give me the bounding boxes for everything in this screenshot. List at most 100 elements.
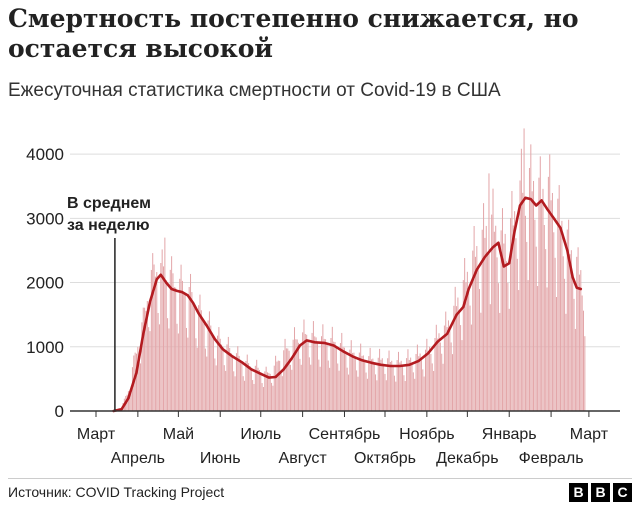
daily-bar: [519, 180, 521, 411]
daily-bar: [542, 188, 544, 411]
daily-bar: [430, 353, 432, 411]
daily-bar: [250, 368, 252, 411]
daily-bar: [561, 220, 563, 411]
daily-bar: [404, 381, 406, 411]
daily-bar: [311, 332, 313, 411]
chart-title: Смертность постепенно снижается, но оста…: [8, 4, 579, 63]
daily-bar: [474, 256, 476, 411]
daily-bar: [523, 128, 525, 412]
daily-bar: [239, 359, 241, 411]
daily-bar: [253, 383, 255, 411]
daily-bar: [235, 353, 237, 411]
daily-bar: [479, 288, 481, 411]
daily-bar: [528, 167, 530, 411]
daily-bar: [541, 200, 543, 411]
daily-bar: [127, 391, 129, 411]
daily-bar: [241, 362, 243, 411]
daily-bar: [308, 357, 310, 411]
daily-bar: [284, 338, 286, 411]
daily-bar: [407, 349, 409, 411]
daily-bar: [495, 225, 497, 411]
daily-bar: [321, 336, 323, 411]
daily-bar: [288, 350, 290, 411]
daily-bar: [176, 323, 178, 411]
daily-bar: [272, 385, 274, 411]
daily-bar: [466, 271, 468, 411]
daily-bar: [372, 358, 374, 411]
daily-bar: [477, 268, 479, 411]
daily-bar: [361, 355, 363, 411]
daily-bar: [415, 353, 417, 411]
annotation: В среднем за неделю: [67, 195, 151, 411]
daily-bar: [555, 297, 557, 411]
daily-bar: [233, 371, 235, 411]
daily-bar: [283, 350, 285, 411]
daily-bar: [266, 372, 268, 411]
daily-bar: [180, 264, 182, 411]
daily-bar: [460, 325, 462, 411]
daily-bar: [387, 358, 389, 411]
daily-bar: [530, 144, 532, 412]
daily-bar: [447, 320, 449, 411]
daily-bar: [439, 342, 441, 411]
x-tick-label: Декабрь: [436, 450, 498, 467]
daily-bar: [557, 198, 559, 411]
daily-bar: [510, 217, 512, 411]
daily-bar: [457, 297, 459, 411]
daily-bar: [188, 287, 190, 411]
daily-bar: [315, 337, 317, 411]
daily-bar: [435, 324, 437, 411]
daily-bar: [238, 355, 240, 411]
chart-subtitle: Ежесуточная статистика смертности от Cov…: [8, 80, 501, 101]
daily-bar: [402, 366, 404, 411]
daily-bar: [389, 362, 391, 411]
daily-bar: [337, 363, 339, 411]
logo-letter: B: [591, 483, 610, 502]
daily-bar: [512, 225, 514, 411]
daily-bar: [547, 176, 549, 411]
daily-bar: [314, 336, 316, 411]
daily-bar: [445, 311, 447, 411]
daily-bar: [150, 269, 152, 411]
daily-bar: [358, 352, 360, 411]
daily-bar: [206, 356, 208, 411]
daily-bar: [554, 257, 556, 411]
daily-bar: [514, 211, 516, 411]
daily-bar: [393, 375, 395, 411]
daily-bar: [464, 258, 466, 411]
daily-bar: [433, 370, 435, 411]
daily-bar: [476, 246, 478, 411]
daily-bar: [164, 237, 166, 411]
daily-bar: [287, 348, 289, 411]
x-tick-label: Март: [77, 426, 116, 443]
daily-bar: [446, 327, 448, 411]
daily-bar: [331, 326, 333, 411]
daily-bar: [325, 339, 327, 411]
daily-bar: [462, 280, 464, 411]
daily-bar: [152, 253, 154, 411]
daily-bar: [400, 360, 402, 411]
x-tick-label: Октябрь: [354, 450, 416, 467]
daily-bar: [493, 231, 495, 411]
daily-bar: [177, 333, 179, 411]
daily-bar: [254, 365, 256, 411]
daily-bar: [500, 230, 502, 411]
daily-bar: [399, 362, 401, 411]
daily-bar: [582, 310, 584, 411]
daily-bar: [229, 347, 231, 411]
daily-bar: [208, 311, 210, 411]
daily-bar: [545, 249, 547, 411]
daily-bar: [424, 349, 426, 411]
daily-bar: [211, 333, 213, 411]
daily-bar: [497, 283, 499, 411]
daily-bar: [249, 366, 251, 411]
daily-bar: [434, 338, 436, 411]
daily-bar: [499, 312, 501, 411]
daily-bar: [137, 346, 139, 411]
daily-bar: [381, 358, 383, 411]
daily-bar: [226, 344, 228, 411]
daily-bar: [168, 328, 170, 411]
daily-bar: [172, 273, 174, 411]
daily-bar: [484, 237, 486, 411]
weekly-average-line: [112, 196, 583, 413]
